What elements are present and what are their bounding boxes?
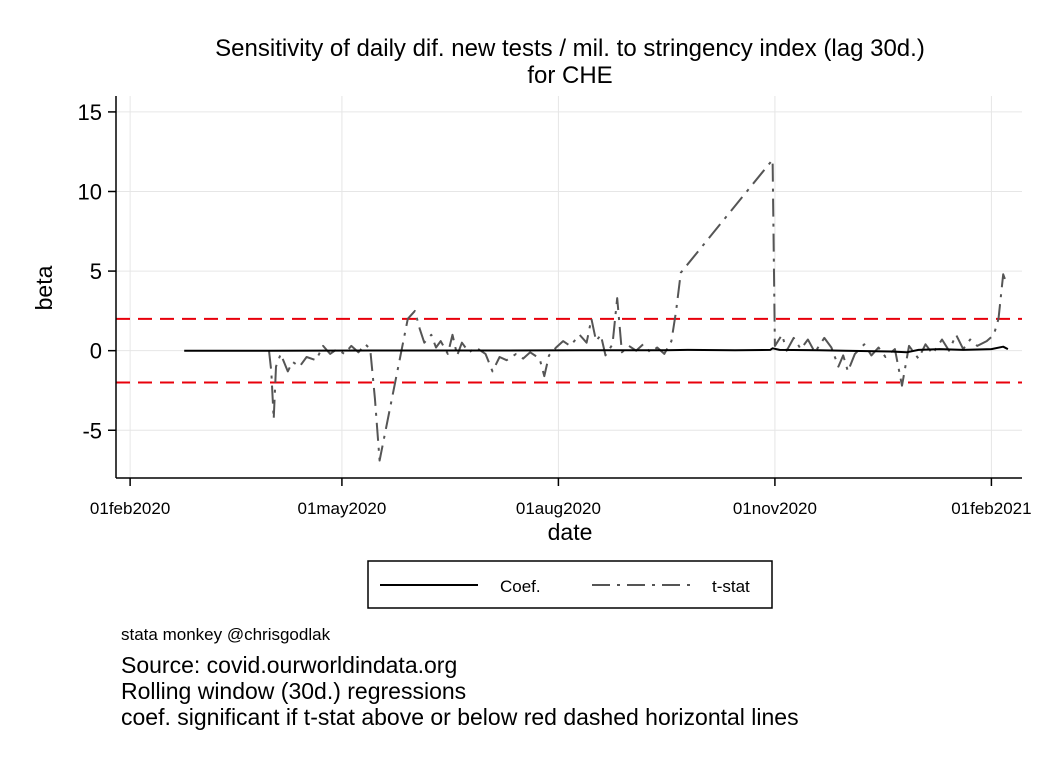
y-tick-label: 0 — [90, 339, 102, 364]
y-tick-label: -5 — [82, 418, 102, 443]
x-tick-label: 01aug2020 — [516, 499, 601, 518]
reference-lines — [116, 317, 1022, 384]
credit-note: stata monkey @chrisgodlak — [121, 625, 331, 644]
series-line-coef — [184, 345, 1009, 354]
x-tick-label: 01may2020 — [297, 499, 386, 518]
y-axis-label: beta — [31, 265, 57, 310]
legend-label-tstat: t-stat — [712, 577, 750, 596]
note-significance: coef. significant if t-stat above or bel… — [121, 704, 799, 730]
y-tick-label: 10 — [78, 180, 102, 205]
axes: 01feb2020 01may2020 01aug2020 01nov2020 01fe… — [78, 96, 1032, 518]
chart-subtitle: for CHE — [527, 62, 612, 89]
note-source: Source: covid.ourworldindata.org — [121, 652, 458, 678]
x-tick-label: 01feb2021 — [951, 499, 1031, 518]
x-axis-label: date — [548, 519, 593, 545]
grid — [116, 96, 1022, 478]
note-method: Rolling window (30d.) regressions — [121, 678, 467, 704]
legend: Coef. t-stat — [367, 560, 773, 609]
series-line-tstat — [268, 158, 1007, 462]
legend-label-coef: Coef. — [500, 577, 541, 596]
y-tick-label: 5 — [90, 259, 102, 284]
x-tick-label: 01feb2020 — [90, 499, 170, 518]
chart-title: Sensitivity of daily dif. new tests / mi… — [215, 35, 925, 62]
series-layer — [184, 158, 1009, 462]
chart-notes: Source: covid.ourworldindata.org Rolling… — [121, 652, 799, 730]
x-tick-label: 01nov2020 — [733, 499, 817, 518]
y-tick-label: 15 — [78, 100, 102, 125]
